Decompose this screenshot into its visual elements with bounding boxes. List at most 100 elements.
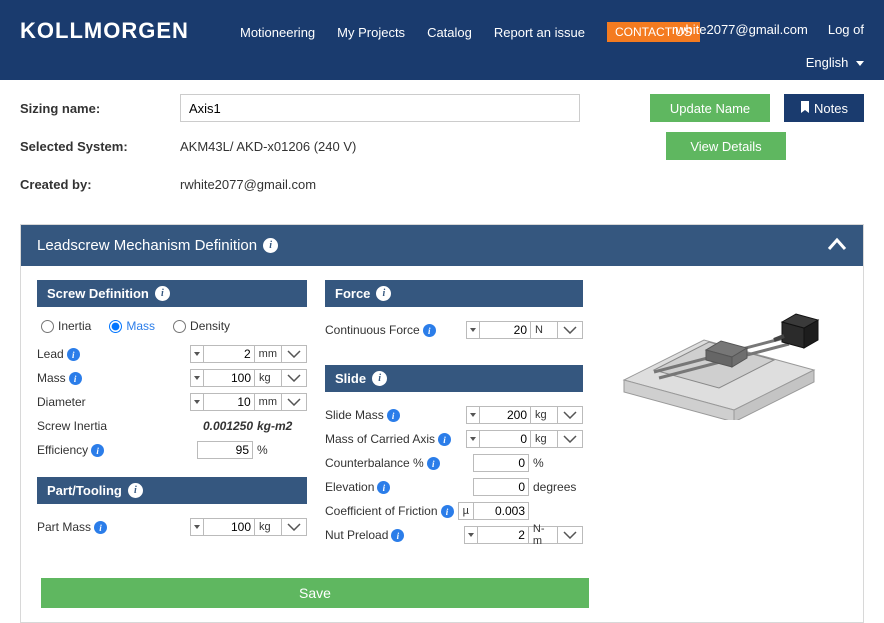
radio-density[interactable]: Density bbox=[173, 319, 230, 333]
unit-dropdown[interactable] bbox=[281, 518, 307, 536]
force-panel: Force i Continuous Forcei N bbox=[325, 280, 583, 353]
info-icon[interactable]: i bbox=[391, 529, 404, 542]
diameter-input[interactable] bbox=[203, 393, 255, 411]
update-name-button[interactable]: Update Name bbox=[650, 94, 770, 122]
preload-unit: N-m bbox=[528, 526, 558, 544]
created-by-value: rwhite2077@gmail.com bbox=[180, 177, 316, 192]
unit-dropdown[interactable] bbox=[281, 369, 307, 387]
language-selector[interactable]: English bbox=[806, 55, 864, 70]
language-label: English bbox=[806, 55, 849, 70]
screw-mode-radios: Inertia Mass Density bbox=[37, 315, 307, 343]
save-row: Save bbox=[21, 578, 863, 622]
bookmark-icon bbox=[800, 101, 810, 116]
part-mass-label: Part Mass bbox=[37, 520, 91, 534]
efficiency-label: Efficiency bbox=[37, 443, 88, 457]
sizing-name-input[interactable] bbox=[180, 94, 580, 122]
screw-definition-title: Screw Definition bbox=[47, 286, 149, 301]
mechanism-panel: Leadscrew Mechanism Definition i Screw D… bbox=[20, 224, 864, 623]
screw-inertia-label: Screw Inertia bbox=[37, 419, 107, 433]
friction-label: Coefficient of Friction bbox=[325, 504, 438, 518]
summary-section: Sizing name: Update Name Notes Selected … bbox=[0, 80, 884, 216]
logoff-link[interactable]: Log of bbox=[828, 22, 864, 37]
nav-report[interactable]: Report an issue bbox=[494, 25, 585, 40]
lead-label: Lead bbox=[37, 347, 64, 361]
screw-inertia-unit: kg-m2 bbox=[257, 419, 307, 433]
info-icon[interactable]: i bbox=[128, 483, 143, 498]
carried-mass-unit: kg bbox=[530, 430, 558, 448]
preload-input[interactable] bbox=[477, 526, 529, 544]
dropdown-button[interactable] bbox=[190, 369, 204, 387]
notes-button[interactable]: Notes bbox=[784, 94, 864, 122]
info-icon[interactable]: i bbox=[67, 348, 80, 361]
nav-projects[interactable]: My Projects bbox=[337, 25, 405, 40]
info-icon[interactable]: i bbox=[376, 286, 391, 301]
left-column: Screw Definition i Inertia Mass Density … bbox=[37, 280, 307, 562]
brand-logo: KOLLMORGEN bbox=[20, 18, 189, 44]
unit-dropdown[interactable] bbox=[557, 526, 583, 544]
selected-system-label: Selected System: bbox=[20, 139, 180, 154]
counterbalance-input[interactable] bbox=[473, 454, 529, 472]
nav-catalog[interactable]: Catalog bbox=[427, 25, 472, 40]
unit-dropdown[interactable] bbox=[557, 321, 583, 339]
top-right: rwhite2077@gmail.com Log of bbox=[672, 22, 864, 37]
save-button[interactable]: Save bbox=[41, 578, 589, 608]
info-icon[interactable]: i bbox=[423, 324, 436, 337]
slide-mass-unit: kg bbox=[530, 406, 558, 424]
screw-definition-panel: Screw Definition i Inertia Mass Density … bbox=[37, 280, 307, 465]
view-details-button[interactable]: View Details bbox=[666, 132, 786, 160]
friction-input[interactable] bbox=[473, 502, 529, 520]
slide-panel: Slide i Slide Massi kg Mass of bbox=[325, 365, 583, 550]
radio-mass[interactable]: Mass bbox=[109, 319, 155, 333]
info-icon[interactable]: i bbox=[91, 444, 104, 457]
part-mass-unit: kg bbox=[254, 518, 282, 536]
top-nav: Motioneering My Projects Catalog Report … bbox=[240, 22, 700, 42]
screw-mass-input[interactable] bbox=[203, 369, 255, 387]
sizing-name-label: Sizing name: bbox=[20, 101, 180, 116]
topbar: KOLLMORGEN Motioneering My Projects Cata… bbox=[0, 0, 884, 80]
slide-mass-input[interactable] bbox=[479, 406, 531, 424]
lead-input[interactable] bbox=[203, 345, 255, 363]
info-icon[interactable]: i bbox=[69, 372, 82, 385]
info-icon[interactable]: i bbox=[155, 286, 170, 301]
info-icon[interactable]: i bbox=[372, 371, 387, 386]
force-title: Force bbox=[335, 286, 370, 301]
radio-inertia[interactable]: Inertia bbox=[41, 319, 91, 333]
mass-unit: kg bbox=[254, 369, 282, 387]
collapse-button[interactable] bbox=[827, 235, 847, 256]
info-icon[interactable]: i bbox=[387, 409, 400, 422]
dropdown-button[interactable] bbox=[190, 518, 204, 536]
lead-unit: mm bbox=[254, 345, 282, 363]
dropdown-button[interactable] bbox=[466, 406, 480, 424]
panel-body: Screw Definition i Inertia Mass Density … bbox=[21, 266, 863, 578]
unit-dropdown[interactable] bbox=[557, 430, 583, 448]
info-icon[interactable]: i bbox=[438, 433, 451, 446]
cont-force-unit: N bbox=[530, 321, 558, 339]
user-email[interactable]: rwhite2077@gmail.com bbox=[672, 22, 808, 37]
carried-mass-input[interactable] bbox=[479, 430, 531, 448]
unit-dropdown[interactable] bbox=[281, 393, 307, 411]
mu-symbol: µ bbox=[458, 502, 474, 520]
info-icon[interactable]: i bbox=[377, 481, 390, 494]
illustration-column bbox=[601, 280, 847, 562]
dropdown-button[interactable] bbox=[464, 526, 478, 544]
dropdown-button[interactable] bbox=[190, 393, 204, 411]
dropdown-button[interactable] bbox=[466, 430, 480, 448]
diameter-label: Diameter bbox=[37, 395, 86, 409]
cont-force-input[interactable] bbox=[479, 321, 531, 339]
part-mass-input[interactable] bbox=[203, 518, 255, 536]
mass-label: Mass bbox=[37, 371, 66, 385]
info-icon[interactable]: i bbox=[94, 521, 107, 534]
info-icon[interactable]: i bbox=[427, 457, 440, 470]
slide-mass-label: Slide Mass bbox=[325, 408, 384, 422]
dropdown-button[interactable] bbox=[466, 321, 480, 339]
unit-dropdown[interactable] bbox=[281, 345, 307, 363]
elevation-input[interactable] bbox=[473, 478, 529, 496]
efficiency-unit: % bbox=[257, 443, 307, 457]
nav-app[interactable]: Motioneering bbox=[240, 25, 315, 40]
unit-dropdown[interactable] bbox=[557, 406, 583, 424]
info-icon[interactable]: i bbox=[441, 505, 454, 518]
part-tooling-panel: Part/Tooling i Part Massi kg bbox=[37, 477, 307, 542]
info-icon[interactable]: i bbox=[263, 238, 278, 253]
dropdown-button[interactable] bbox=[190, 345, 204, 363]
efficiency-input[interactable] bbox=[197, 441, 253, 459]
